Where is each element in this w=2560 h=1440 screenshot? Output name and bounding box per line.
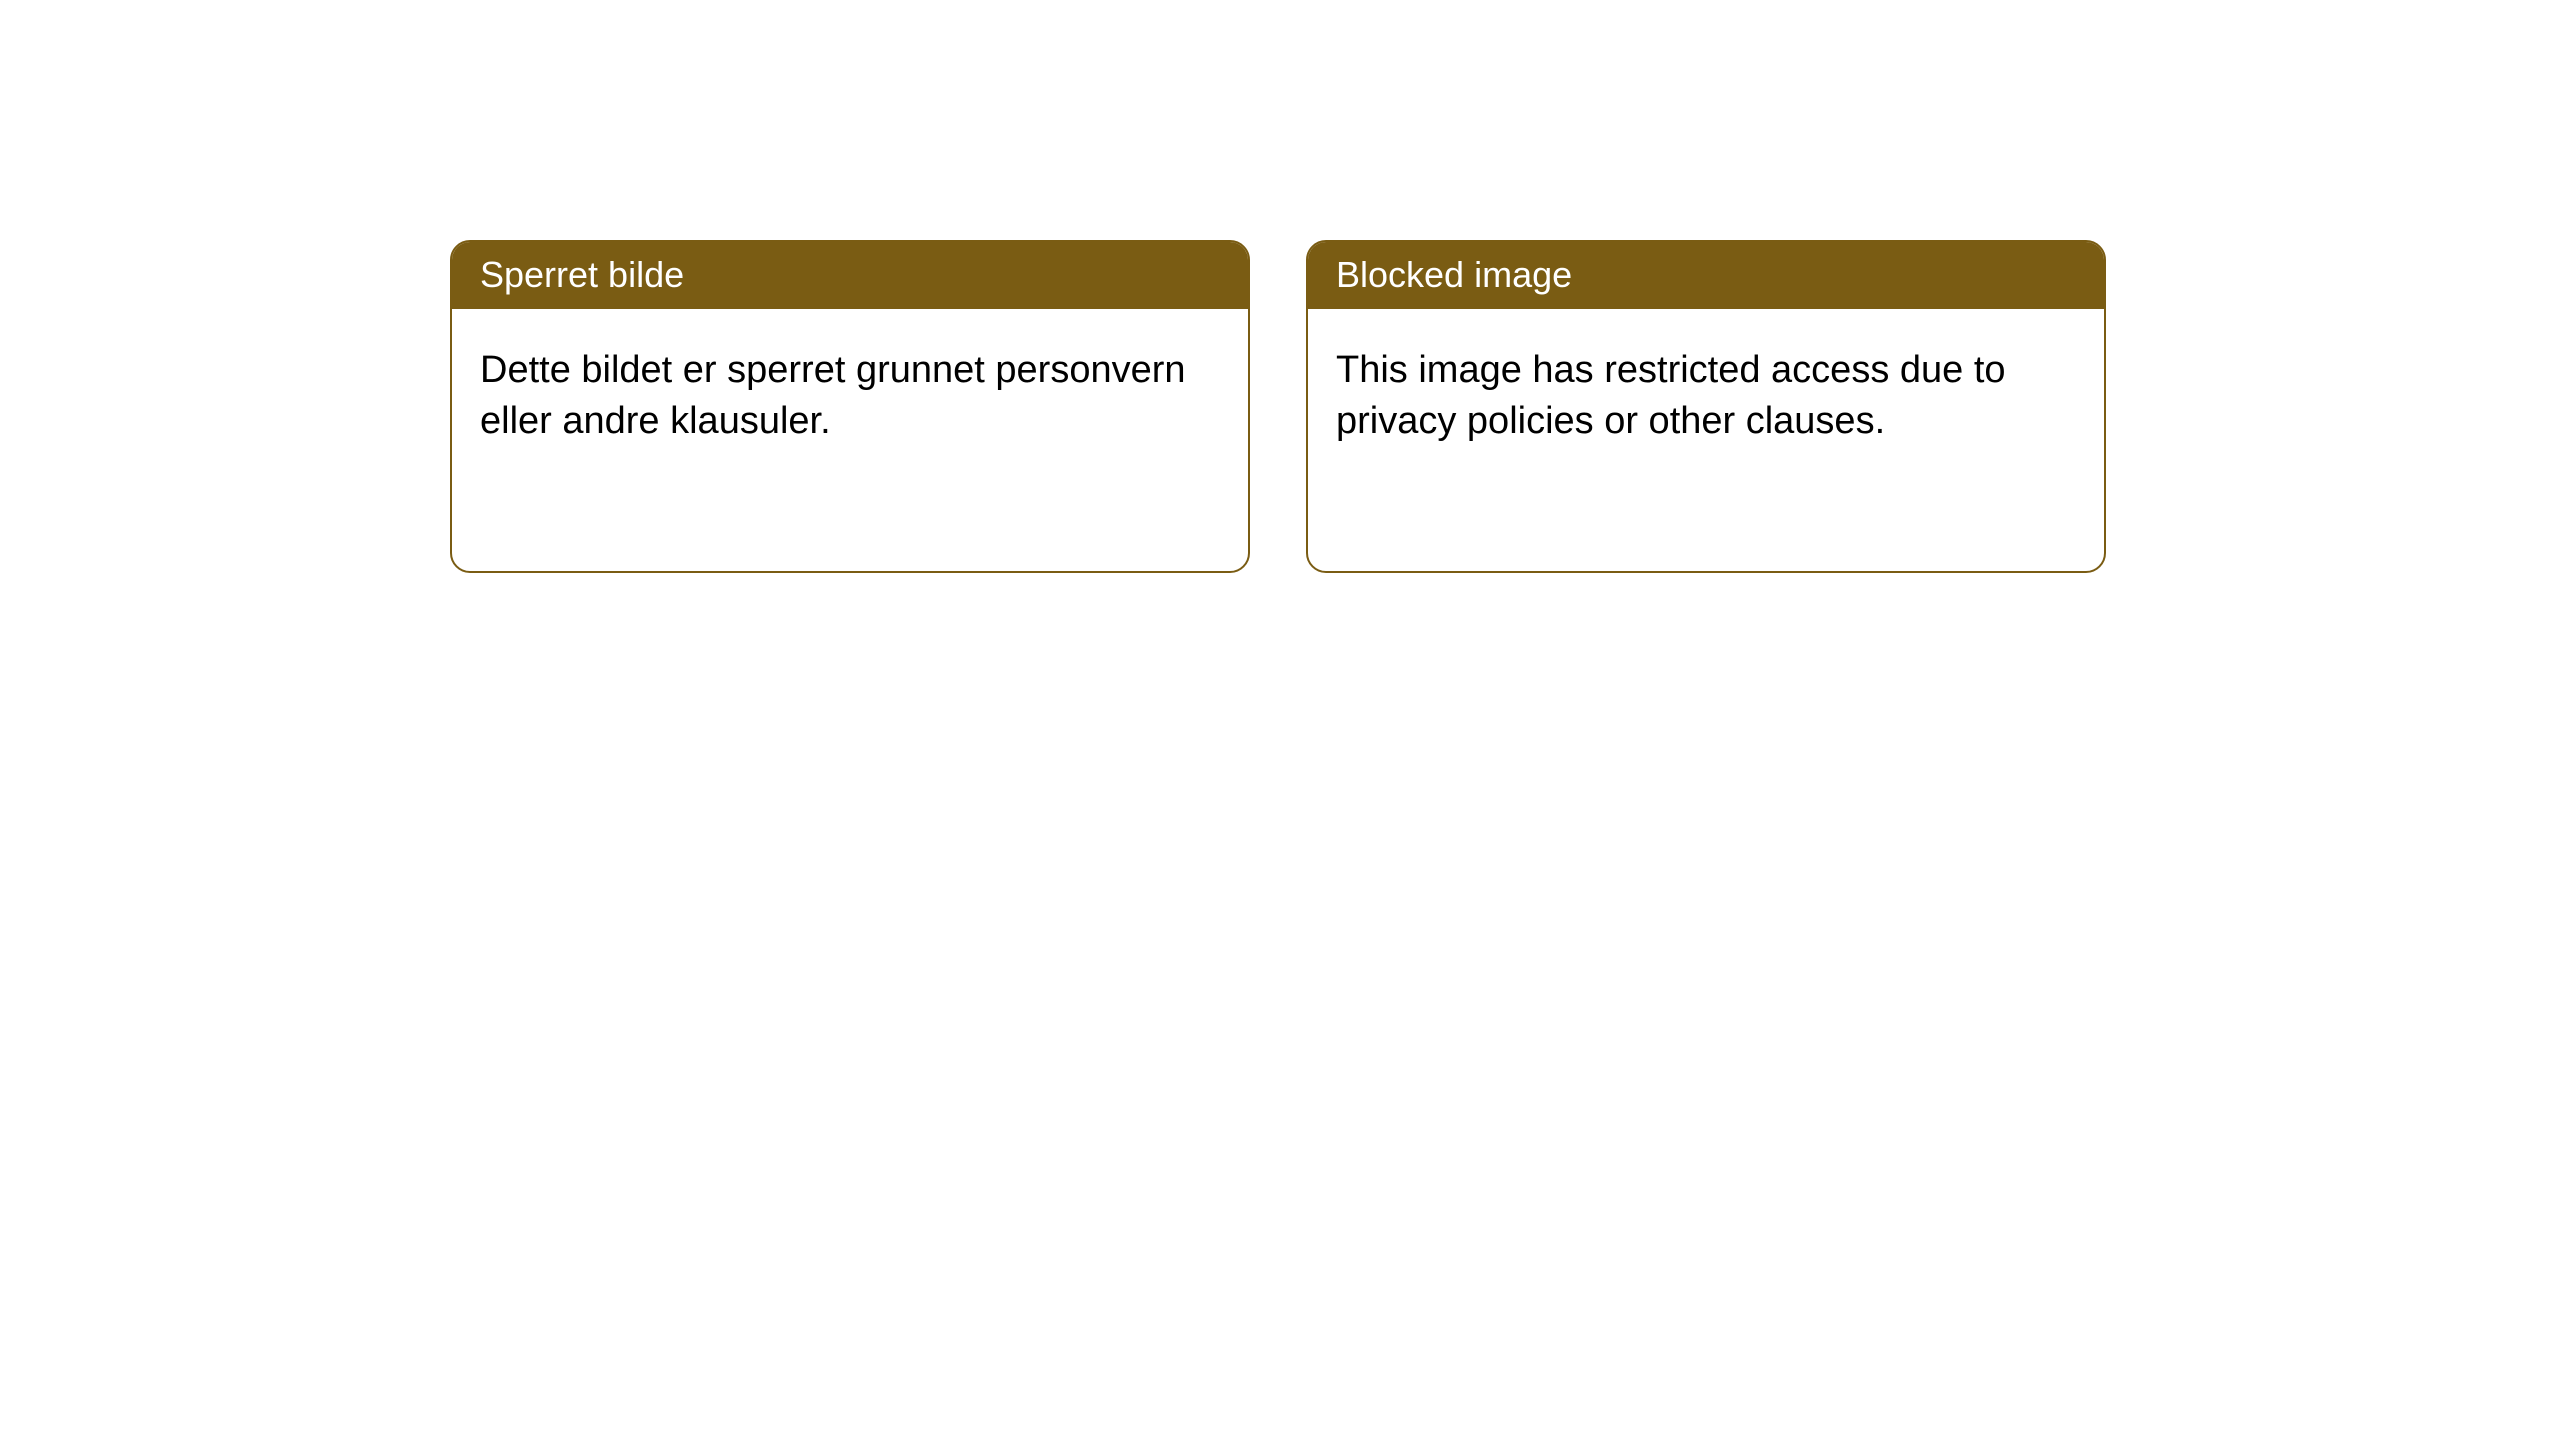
notice-container: Sperret bilde Dette bildet er sperret gr… xyxy=(0,0,2560,573)
notice-card-en: Blocked image This image has restricted … xyxy=(1306,240,2106,573)
notice-header-en: Blocked image xyxy=(1308,242,2104,309)
notice-body-no: Dette bildet er sperret grunnet personve… xyxy=(452,309,1248,484)
notice-card-no: Sperret bilde Dette bildet er sperret gr… xyxy=(450,240,1250,573)
notice-header-no: Sperret bilde xyxy=(452,242,1248,309)
notice-body-en: This image has restricted access due to … xyxy=(1308,309,2104,484)
